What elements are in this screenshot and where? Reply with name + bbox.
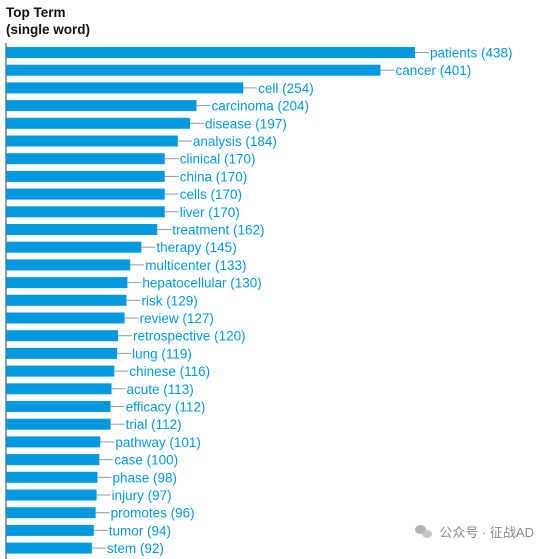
bar-china bbox=[6, 170, 165, 182]
bar-efficacy bbox=[6, 401, 111, 412]
bar-treatment bbox=[6, 224, 158, 235]
bar-carcinoma bbox=[6, 100, 197, 112]
wechat-icon bbox=[415, 524, 433, 539]
bar-patients bbox=[6, 47, 415, 58]
bar-label-trial: trial (112) bbox=[126, 417, 182, 432]
bar-promotes bbox=[6, 507, 96, 519]
bar-label-cell: cell (254) bbox=[258, 81, 314, 96]
bar-label-chinese: chinese (116) bbox=[129, 364, 210, 379]
bar-label-hepatocellular: hepatocellular (130) bbox=[142, 276, 261, 291]
bar-label-pathway: pathway (101) bbox=[115, 435, 201, 450]
bar-pathway bbox=[6, 436, 101, 448]
watermark: 公众号 · 征战AD bbox=[415, 522, 534, 541]
bar-label-retrospective: retrospective (120) bbox=[133, 329, 246, 344]
bar-label-carcinoma: carcinoma (204) bbox=[211, 99, 309, 114]
bar-label-tumor: tumor (94) bbox=[109, 523, 171, 538]
bar-risk bbox=[6, 294, 127, 306]
chart-title-line-2: (single word) bbox=[6, 22, 90, 37]
bar-phase bbox=[6, 471, 98, 483]
bar-label-promotes: promotes (96) bbox=[111, 506, 195, 521]
bar-label-china: china (170) bbox=[180, 169, 248, 184]
bar-review bbox=[6, 312, 125, 324]
bar-label-analysis: analysis (184) bbox=[193, 134, 277, 149]
bar-label-treatment: treatment (162) bbox=[172, 223, 264, 238]
bar-chinese bbox=[6, 365, 115, 377]
bar-label-liver: liver (170) bbox=[180, 205, 240, 220]
bar-acute bbox=[6, 383, 112, 395]
bar-clinical bbox=[6, 153, 165, 165]
bar-label-patients: patients (438) bbox=[430, 46, 513, 61]
bar-label-cancer: cancer (401) bbox=[395, 63, 471, 78]
bar-therapy bbox=[6, 241, 142, 253]
bar-cell bbox=[6, 82, 244, 94]
bar-cells bbox=[6, 188, 165, 200]
bar-hepatocellular bbox=[6, 277, 128, 289]
bar-trial bbox=[6, 418, 111, 430]
bar-tumor bbox=[6, 524, 94, 536]
bar-label-lung: lung (119) bbox=[132, 346, 192, 361]
bar-label-multicenter: multicenter (133) bbox=[145, 258, 246, 273]
bar-label-disease: disease (197) bbox=[205, 116, 287, 131]
bar-disease bbox=[6, 117, 190, 129]
chart-title-line-1: Top Term bbox=[6, 5, 66, 20]
watermark-text: 公众号 · 征战AD bbox=[439, 525, 534, 540]
bar-label-risk: risk (129) bbox=[141, 293, 197, 308]
bar-lung bbox=[6, 347, 118, 359]
bar-label-phase: phase (98) bbox=[113, 470, 178, 485]
bar-label-stem: stem (92) bbox=[107, 541, 164, 556]
bar-label-therapy: therapy (145) bbox=[156, 240, 236, 255]
bar-multicenter bbox=[6, 259, 131, 271]
bar-stem bbox=[6, 542, 92, 554]
bar-analysis bbox=[6, 135, 178, 147]
bar-label-case: case (100) bbox=[114, 453, 178, 468]
bar-label-injury: injury (97) bbox=[112, 488, 172, 503]
bar-label-efficacy: efficacy (112) bbox=[126, 400, 206, 415]
bar-label-cells: cells (170) bbox=[180, 187, 242, 202]
bar-retrospective bbox=[6, 330, 119, 342]
bar-cancer bbox=[6, 64, 381, 76]
bar-case bbox=[6, 454, 100, 466]
bar-label-review: review (127) bbox=[140, 311, 214, 326]
bar-liver bbox=[6, 206, 165, 218]
bar-label-acute: acute (113) bbox=[127, 382, 194, 397]
bar-label-clinical: clinical (170) bbox=[180, 152, 256, 167]
bar-injury bbox=[6, 489, 97, 501]
chart-title: Top Term (single word) bbox=[6, 4, 90, 38]
